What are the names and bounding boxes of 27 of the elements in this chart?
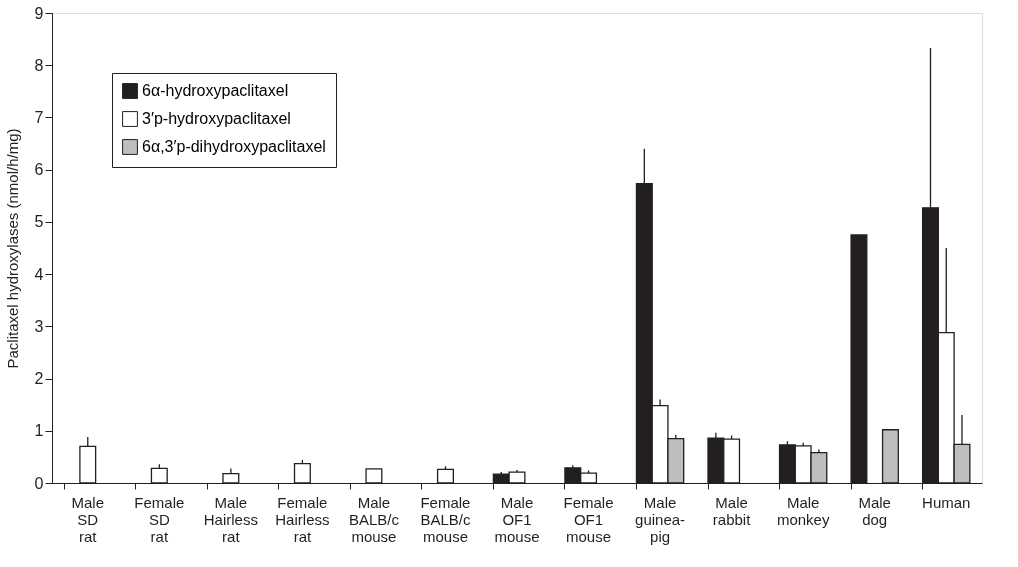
x-tick-label: Male dog [858,493,891,528]
x-tick-label: Male Hairless rat [203,493,258,545]
x-tick-label: Human [922,493,971,511]
y-tick-label: 0 [34,474,44,492]
y-tick-label: 9 [34,4,44,22]
x-tick-label: Male monkey [776,493,830,528]
x-tick-label: Male OF1 mouse [494,493,540,545]
x-tick-label: Male rabbit [712,493,752,528]
x-tick-label: Female SD rat [134,493,185,545]
legend-label: 3′p-hydroxypaclitaxel [142,110,291,127]
x-tick-label: Male BALB/c mouse [348,493,400,545]
y-tick-label: 1 [34,422,44,440]
y-axis-title: Paclitaxel hydroxylases (nmol/h/mg) [3,128,21,369]
y-tick-label: 7 [34,108,44,126]
x-tick-label: Female OF1 mouse [563,493,614,545]
y-tick-label: 4 [34,265,44,283]
y-tick-label: 5 [34,213,44,231]
x-tick-label: Male SD rat [71,493,105,545]
x-tick-label: Male guinea- pig [635,493,686,545]
y-tick-label: 6 [34,161,44,179]
y-tick-label: 2 [34,370,44,388]
legend-label: 6α,3′p-dihydroxypaclitaxel [142,138,326,155]
x-tick-label: Female BALB/c mouse [420,493,471,545]
x-tick-label: Female Hairless rat [275,493,330,545]
legend-label: 6α-hydroxypaclitaxel [142,82,289,99]
y-tick-label: 8 [34,56,44,74]
y-tick-label: 3 [34,317,44,335]
